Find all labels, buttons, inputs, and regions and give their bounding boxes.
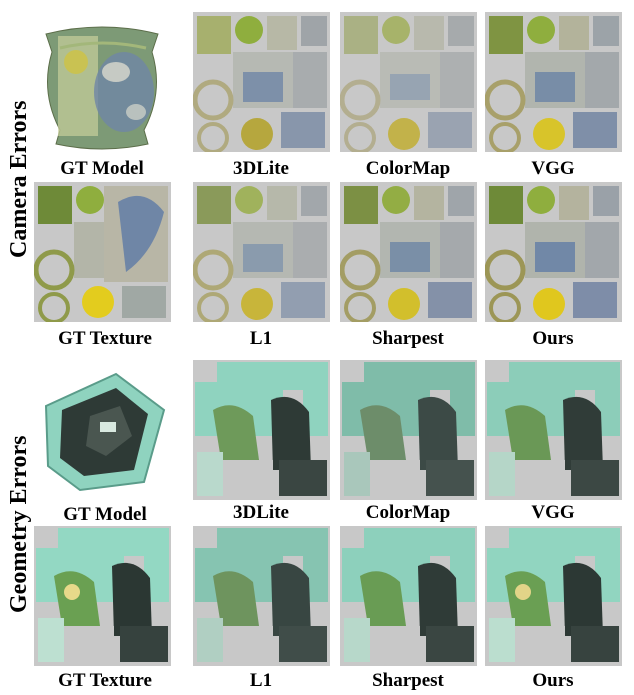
geometry-ours-atlas xyxy=(485,526,622,666)
camera-3dlite-atlas xyxy=(193,12,330,152)
caption-ours: Ours xyxy=(532,328,574,349)
caption-gt-texture: GT Texture xyxy=(58,670,152,691)
caption-colormap: ColorMap xyxy=(365,502,451,523)
camera-vgg-atlas xyxy=(485,12,622,152)
caption-vgg: VGG xyxy=(531,502,575,523)
camera-gt-texture-atlas xyxy=(34,182,171,322)
geometry-l1-atlas xyxy=(193,526,330,666)
geometry-vgg-atlas xyxy=(485,360,622,500)
geometry-gt-texture-atlas xyxy=(34,526,171,666)
camera-colormap-atlas xyxy=(340,12,477,152)
camera-sharpest-atlas xyxy=(340,182,477,322)
camera-gt-model-image xyxy=(36,12,168,152)
caption-l1: L1 xyxy=(249,670,273,691)
caption-sharpest: Sharpest xyxy=(372,670,444,691)
caption-gt-model: GT Model xyxy=(63,504,147,525)
caption-colormap: ColorMap xyxy=(365,158,451,179)
caption-3dlite: 3DLite xyxy=(233,502,289,523)
caption-sharpest: Sharpest xyxy=(372,328,444,349)
caption-3dlite: 3DLite xyxy=(233,158,289,179)
geometry-3dlite-atlas xyxy=(193,360,330,500)
caption-vgg: VGG xyxy=(531,158,575,179)
camera-l1-atlas xyxy=(193,182,330,322)
geometry-colormap-atlas xyxy=(340,360,477,500)
geometry-sharpest-atlas xyxy=(340,526,477,666)
geometry-errors-label: Geometry Errors xyxy=(6,435,32,613)
caption-ours: Ours xyxy=(532,670,574,691)
caption-gt-texture: GT Texture xyxy=(58,328,152,349)
caption-gt-model: GT Model xyxy=(60,158,144,179)
camera-errors-label: Camera Errors xyxy=(6,100,32,259)
camera-ours-atlas xyxy=(485,182,622,322)
geometry-gt-model-image xyxy=(40,366,168,496)
caption-l1: L1 xyxy=(249,328,273,349)
